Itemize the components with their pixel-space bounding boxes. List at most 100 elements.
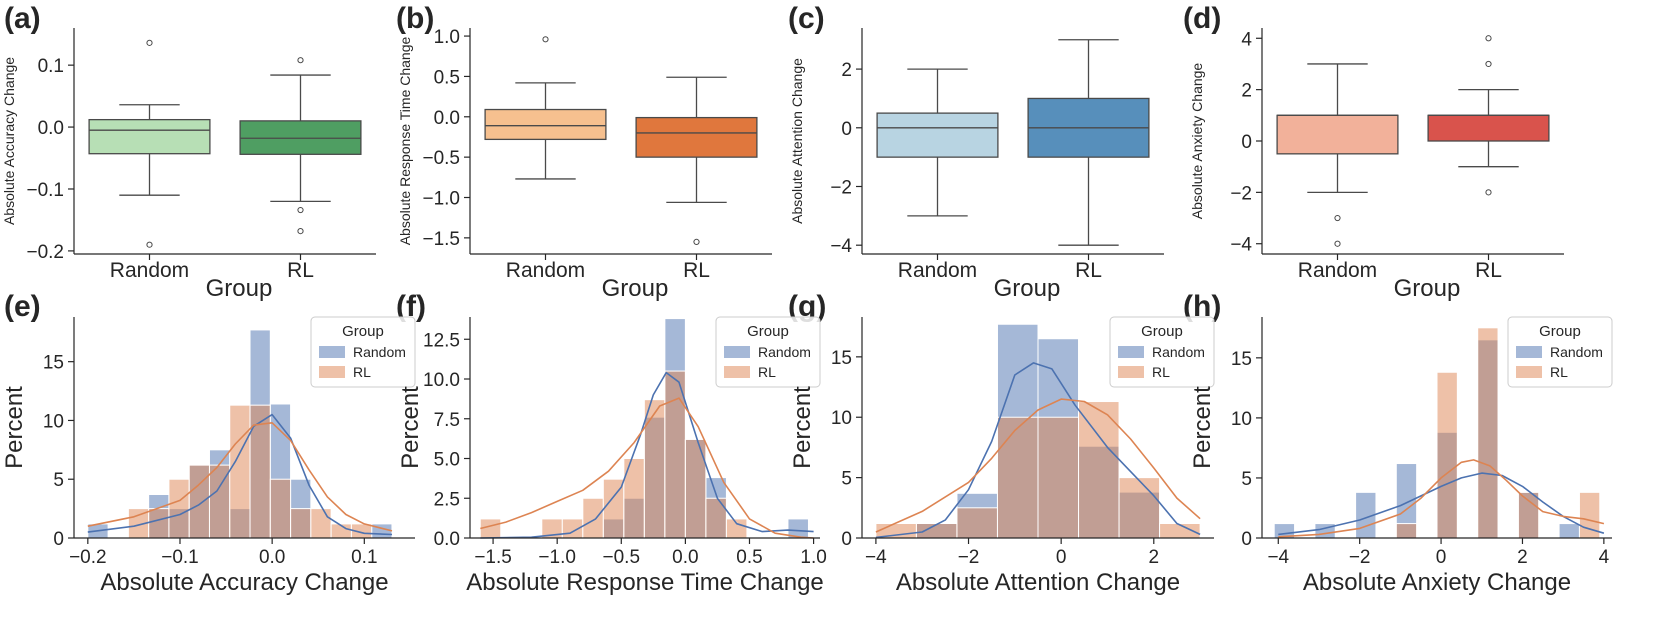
panel-label: (c): [788, 2, 825, 35]
x-tick-label: 0.1: [351, 547, 377, 568]
legend: Group Random RL: [1507, 316, 1613, 388]
hist-bar-RL: [582, 497, 604, 539]
y-tick-label: −2: [830, 177, 852, 198]
y-axis-label: Percent: [1189, 386, 1216, 469]
x-tick-label: RL: [1475, 259, 1502, 282]
x-tick-label: Random: [1298, 259, 1377, 282]
y-axis-label: Absolute Response Time Change: [397, 37, 413, 246]
y-tick-label: 2: [841, 60, 852, 81]
box-outlier: [146, 241, 153, 248]
hist-bar-RL: [290, 508, 312, 539]
box-outlier: [297, 206, 304, 214]
legend-title: Group: [1539, 323, 1581, 340]
hist-bar-RL: [705, 497, 727, 539]
x-tick-label: −4: [865, 547, 887, 568]
hist-bar-RL: [1118, 477, 1161, 539]
y-tick-label: 0: [1241, 132, 1252, 153]
kde-line-RL: [480, 397, 814, 539]
y-tick-label: −0.1: [26, 180, 64, 201]
y-axis-label: Absolute Attention Change: [789, 58, 805, 224]
x-tick-label: Random: [110, 259, 189, 282]
kde-line-Random: [875, 362, 1201, 539]
box-outlier: [542, 36, 549, 43]
legend-swatch-Random: [1118, 346, 1144, 358]
y-axis-label: Percent: [1, 386, 28, 469]
x-tick-label: 1.0: [800, 547, 826, 568]
hist-bar-RL: [229, 404, 251, 539]
x-tick-label: −2: [1349, 547, 1371, 568]
legend-swatch-Random: [1516, 346, 1542, 358]
y-tick-label: −1.5: [422, 229, 460, 250]
kde-line-Random: [87, 413, 393, 536]
legend: Group Random RL: [715, 316, 821, 388]
kde-line-Random: [480, 371, 814, 539]
x-tick-label: −0.5: [603, 547, 641, 568]
x-tick-label: 0.0: [672, 547, 698, 568]
box-outlier: [1334, 214, 1341, 222]
y-tick-label: 0.5: [434, 67, 460, 88]
y-tick-label: 0: [53, 529, 64, 550]
x-tick-label: 0.5: [736, 547, 762, 568]
box-iqr-Random: [1276, 114, 1399, 155]
panel-label: (a): [4, 2, 41, 35]
legend-label-Random: Random: [1152, 344, 1205, 360]
y-tick-label: 5: [53, 470, 64, 491]
box-iqr-RL: [635, 116, 758, 158]
legend-label-RL: RL: [758, 364, 776, 380]
hist-bar-RL: [643, 399, 666, 539]
y-tick-label: 5.0: [434, 450, 460, 471]
y-tick-label: −2: [1230, 183, 1252, 204]
y-tick-label: 2: [1241, 81, 1252, 102]
legend-swatch-RL: [724, 366, 750, 378]
y-axis-label: Absolute Accuracy Change: [1, 57, 17, 225]
hist-bar-RL: [148, 508, 170, 539]
legend-title: Group: [747, 323, 789, 340]
legend-swatch-RL: [1118, 366, 1144, 378]
legend-label-Random: Random: [1550, 344, 1603, 360]
y-tick-label: 10: [1231, 409, 1252, 430]
box-outlier: [1485, 189, 1492, 196]
legend-swatch-Random: [319, 346, 345, 358]
legend-label-RL: RL: [353, 364, 371, 380]
y-tick-label: −1.0: [422, 189, 460, 210]
x-tick-label: 2: [1517, 547, 1528, 568]
box-outlier: [297, 57, 304, 64]
legend-label-RL: RL: [1550, 364, 1568, 380]
y-tick-label: 2.5: [434, 489, 460, 510]
x-tick-label: 4: [1599, 547, 1610, 568]
x-axis-label: Absolute Accuracy Change: [100, 569, 388, 596]
panel-label: (b): [396, 2, 434, 35]
hist-bar-RL: [1517, 491, 1540, 539]
y-axis-label: Percent: [789, 386, 816, 469]
hist-bar-RL: [725, 518, 748, 539]
box-iqr-Random: [88, 118, 211, 155]
x-tick-label: Random: [506, 259, 585, 282]
box-panel-1: −1.5 −1.0 −0.5 0.0 0.5 1.0 Absolute Response T…: [397, 27, 772, 302]
y-tick-label: 15: [1231, 349, 1252, 370]
legend-title: Group: [342, 323, 384, 340]
y-tick-label: 0: [1241, 529, 1252, 550]
legend-swatch-RL: [319, 366, 345, 378]
panel-label: (d): [1183, 2, 1221, 35]
x-tick-label: RL: [287, 259, 314, 282]
hist-bar-RL: [269, 478, 292, 539]
legend: Group Random RL: [1109, 316, 1215, 388]
box-outlier: [693, 238, 700, 245]
x-tick-label: −1.0: [538, 547, 576, 568]
y-tick-label: 12.5: [423, 330, 460, 351]
legend-title: Group: [1141, 323, 1183, 340]
x-tick-label: 0.0: [259, 547, 285, 568]
y-tick-label: 15: [831, 348, 852, 369]
box-outlier: [297, 227, 304, 235]
hist-bar-RL: [310, 508, 332, 539]
hist-bar-RL: [915, 523, 958, 539]
y-tick-label: 0.0: [434, 108, 460, 129]
legend-swatch-Random: [724, 346, 750, 358]
hist-panel-1: 0.0 2.5 5.0 7.5 10.0 12.5 −1.5 −1.0 −0.5 0.0 0.5 1.…: [397, 316, 827, 596]
y-tick-label: −0.2: [26, 242, 64, 263]
box-panel-2: −4 −2 0 2 Absolute Attention Change Random RL G…: [789, 28, 1164, 302]
y-tick-label: 5: [1241, 469, 1252, 490]
hist-bar-RL: [956, 507, 998, 539]
legend-label-RL: RL: [1152, 364, 1170, 380]
x-tick-label: RL: [1075, 259, 1102, 282]
